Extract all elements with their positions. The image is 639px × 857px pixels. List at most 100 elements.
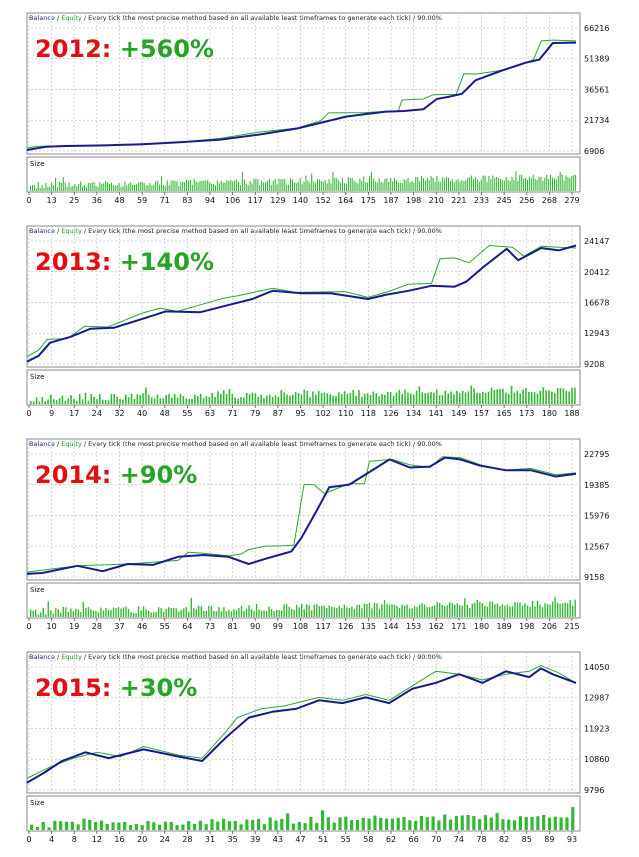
volume-bar (111, 822, 115, 830)
x-tick-label: 79 (250, 409, 260, 418)
volume-bar (59, 821, 63, 830)
volume-bar (419, 181, 421, 191)
volume-bar (471, 603, 473, 617)
volume-bar (263, 182, 265, 191)
volume-bar (188, 611, 190, 617)
volume-bar (251, 183, 253, 191)
volume-bar (523, 178, 525, 191)
volume-bar (148, 394, 150, 404)
volume-bar (232, 181, 234, 191)
volume-bar (123, 821, 127, 830)
volume-bar (164, 186, 166, 191)
volume-bar (505, 392, 507, 404)
volume-bar (323, 392, 326, 404)
volume-bar (92, 610, 95, 617)
volume-bar (266, 395, 268, 404)
volume-bar (338, 392, 340, 404)
volume-bar (341, 607, 343, 617)
volume-bar (388, 181, 390, 191)
volume-bar (274, 178, 276, 191)
x-tick-label: 74 (454, 835, 464, 844)
volume-bar (340, 182, 342, 191)
volume-bar (428, 607, 431, 617)
volume-bar (256, 818, 261, 830)
volume-bar (412, 394, 415, 404)
volume-bar (372, 178, 374, 191)
volume-bar (423, 604, 426, 617)
x-tick-label: 175 (361, 196, 376, 205)
volume-bar (540, 176, 542, 191)
volume-bar (478, 819, 482, 830)
volume-bar (223, 607, 225, 617)
volume-bar (162, 398, 165, 404)
volume-bar (87, 607, 90, 617)
volume-bar (456, 390, 458, 404)
x-tick-label: 141 (429, 409, 444, 418)
volume-bar (298, 607, 300, 617)
y-tick-label: 24147 (584, 237, 609, 246)
volume-bar (35, 826, 40, 830)
volume-bar (62, 177, 64, 191)
volume-bar (347, 177, 349, 191)
volume-bar (228, 388, 231, 404)
volume-bar (300, 394, 303, 404)
volume-bar (145, 609, 147, 617)
volume-bar (434, 182, 436, 191)
volume-bar (248, 394, 251, 404)
volume-bar (368, 175, 371, 191)
volume-bar (410, 393, 412, 404)
chart-header: Balance / Equity / Every tick (the most … (29, 14, 442, 22)
volume-bar (309, 816, 313, 830)
volume-bar (571, 175, 573, 191)
volume-bar (49, 187, 51, 191)
x-tick-label: 13 (47, 196, 57, 205)
volume-bar (286, 184, 288, 191)
volume-bar (315, 394, 317, 404)
volume-bar (433, 605, 436, 617)
volume-bar (170, 607, 172, 617)
x-tick-label: 12 (92, 835, 102, 844)
volume-bar (220, 611, 223, 617)
x-tick-label: 66 (409, 835, 419, 844)
x-tick-label: 126 (338, 622, 353, 631)
volume-bar (526, 605, 529, 617)
volume-bar (428, 180, 430, 191)
y-tick-label: 21734 (584, 116, 609, 125)
volume-bar (343, 604, 346, 617)
volume-bar (361, 181, 363, 191)
volume-bar (210, 819, 214, 830)
volume-bar (291, 823, 296, 830)
volume-bar (503, 180, 505, 191)
volume-bar (217, 391, 219, 404)
volume-bar (332, 822, 336, 830)
volume-bar (433, 392, 435, 404)
volume-bar (68, 182, 70, 191)
volume-bar (486, 606, 489, 617)
volume-bar (311, 610, 313, 617)
volume-bar (55, 400, 58, 404)
volume-bar (356, 604, 358, 617)
volume-bar (172, 180, 174, 191)
volume-bar (316, 604, 318, 617)
volume-bar (268, 606, 270, 617)
volume-bar (398, 389, 401, 404)
volume-bar (198, 820, 202, 830)
volume-bar (209, 182, 211, 191)
volume-bar (205, 180, 207, 191)
x-tick-label: 126 (383, 409, 398, 418)
volume-bar (263, 397, 265, 404)
volume-bar (285, 604, 288, 617)
x-tick-label: 35 (228, 835, 238, 844)
volume-bar (99, 182, 101, 191)
x-tick-label: 95 (295, 409, 305, 418)
volume-bar (230, 179, 232, 191)
volume-bar (139, 394, 141, 404)
x-tick-label: 55 (182, 409, 192, 418)
volume-bar (303, 389, 306, 404)
volume-bar (87, 182, 89, 191)
size-label: Size (30, 586, 44, 594)
volume-bar (331, 606, 333, 617)
annotation-gain: +560% (120, 35, 214, 63)
volume-bar (257, 396, 260, 404)
volume-bar (107, 609, 110, 617)
